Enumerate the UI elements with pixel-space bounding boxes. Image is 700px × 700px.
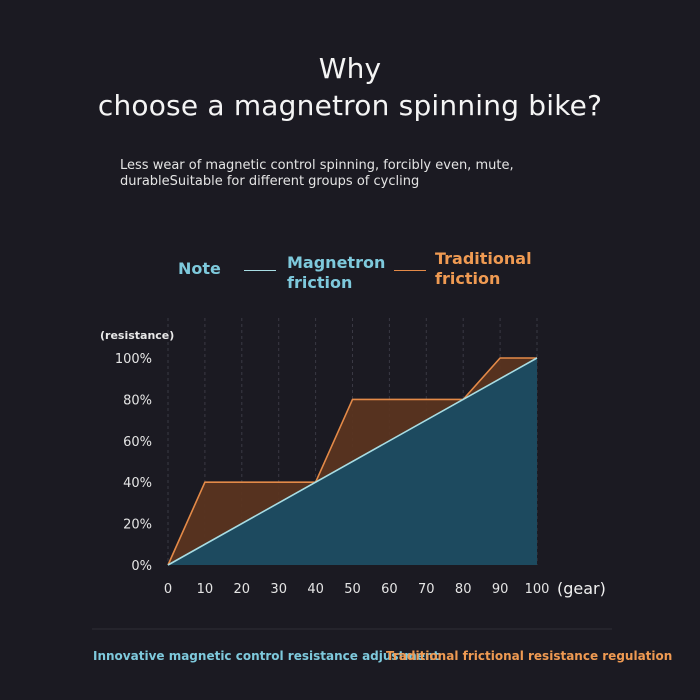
x-tick-label: 60 [381, 582, 398, 597]
y-tick-label: 20% [123, 518, 152, 533]
legend-magnetron-line-icon [244, 270, 276, 271]
y-axis-label: (resistance) [100, 329, 174, 342]
description-text: Less wear of magnetic control spinning, … [120, 158, 514, 189]
page-title-line-1: Why [318, 52, 382, 85]
y-tick-label: 80% [123, 393, 152, 408]
legend-traditional-label: Traditional friction [435, 249, 532, 288]
y-tick-label: 100% [115, 352, 152, 367]
x-tick-label: 30 [270, 582, 287, 597]
chart-labels: (resistance) 0% 20% 40% 60% 80% 100% 0 10 20 30 40 5… [100, 329, 606, 598]
y-tick-label: 0% [131, 559, 152, 574]
traditional-line [167, 357, 537, 566]
footer-magnetron-caption: Innovative magnetic control resistance a… [93, 649, 440, 663]
legend-magnetron-label: Magnetron friction [287, 253, 386, 292]
x-tick-label: 20 [234, 582, 251, 597]
footer-traditional-caption: Traditional frictional resistance regula… [386, 649, 673, 663]
legend-note-label: Note [178, 259, 221, 278]
x-tick-label: 80 [455, 582, 472, 597]
y-tick-label: 60% [123, 435, 152, 450]
x-tick-label: 70 [418, 582, 435, 597]
chart-lines [167, 357, 538, 566]
x-axis-label: (gear) [557, 579, 606, 598]
legend-traditional-line-icon [394, 270, 426, 271]
x-tick-label: 90 [492, 582, 509, 597]
page-title-line-2: choose a magnetron spinning bike? [97, 89, 603, 122]
magnetron-line [167, 357, 538, 566]
x-tick-label: 40 [307, 582, 324, 597]
x-tick-label: 50 [344, 582, 361, 597]
y-tick-label: 40% [123, 476, 152, 491]
footer-divider [92, 628, 612, 630]
x-tick-label: 0 [164, 582, 172, 597]
x-tick-label: 10 [197, 582, 214, 597]
x-tick-label: 100 [525, 582, 550, 597]
